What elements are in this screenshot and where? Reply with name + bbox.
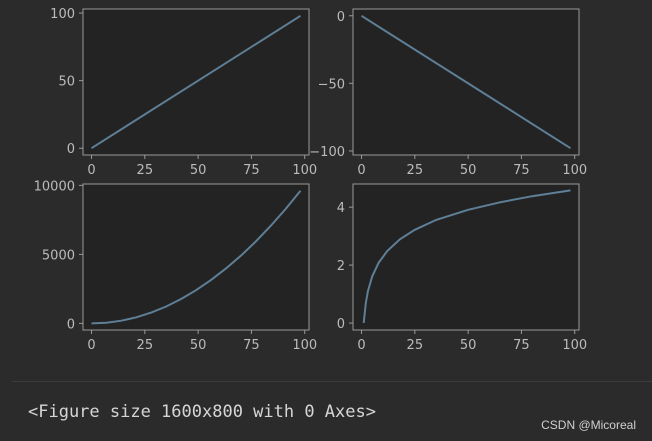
x-tick-label: 25 (407, 163, 424, 178)
subplot-top-left: 0 25 50 75 100 0 50 100 (50, 7, 317, 178)
y-tick-label: 0 (67, 142, 75, 157)
y-tick-label: 0 (67, 317, 75, 332)
x-tick-label: 100 (292, 338, 317, 353)
watermark: CSDN @Micoreal (541, 418, 636, 432)
y-tick-label: 50 (58, 75, 75, 90)
subplot-bottom-left: 0 25 50 75 100 0 5000 10000 (34, 179, 318, 353)
x-tick-label: 75 (513, 338, 530, 353)
x-tick-label: 100 (562, 163, 587, 178)
x-tick-label: 75 (243, 163, 260, 178)
axes-frame-bottom-left (82, 183, 310, 331)
series-line-bottom-left (91, 190, 302, 325)
y-tick-label: 2 (337, 259, 345, 274)
cell-output-text: <Figure size 1600x800 with 0 Axes> (28, 402, 376, 422)
x-tick-label: 100 (292, 163, 317, 178)
y-tick-label: 0 (337, 317, 345, 332)
x-tick-label: 50 (460, 338, 477, 353)
y-tick-label: 0 (337, 10, 345, 25)
series-line-bottom-right (362, 189, 571, 324)
subplot-top-right: 0 25 50 75 100 0 −50 −100 (309, 8, 587, 178)
x-tick-label: 25 (137, 163, 154, 178)
x-tick-label: 0 (87, 163, 95, 178)
y-tick-label: −50 (318, 77, 345, 92)
subplot-bottom-right: 0 25 50 75 100 0 2 4 (337, 183, 587, 353)
y-tick-label: −100 (309, 145, 345, 160)
x-tick-label: 100 (562, 338, 587, 353)
series-line-top-right (360, 14, 572, 150)
y-tick-label: 4 (337, 201, 345, 216)
x-tick-label: 0 (87, 338, 95, 353)
x-tick-label: 50 (460, 163, 477, 178)
y-tick-label: 5000 (42, 248, 75, 263)
series-line-top-left (90, 14, 302, 150)
x-tick-label: 50 (190, 163, 207, 178)
x-tick-label: 25 (407, 338, 424, 353)
x-tick-label: 0 (357, 163, 365, 178)
x-tick-label: 0 (357, 338, 365, 353)
axes-frame-bottom-right (352, 183, 580, 331)
figure: 0 25 50 75 100 0 50 100 0 25 50 75 100 0 −50 −100 0 25 5… (34, 7, 588, 353)
y-tick-label: 100 (50, 7, 75, 22)
x-tick-label: 75 (243, 338, 260, 353)
y-tick-label: 10000 (34, 179, 75, 194)
x-tick-label: 75 (513, 163, 530, 178)
output-separator (12, 381, 652, 382)
x-tick-label: 50 (190, 338, 207, 353)
x-tick-label: 25 (137, 338, 154, 353)
